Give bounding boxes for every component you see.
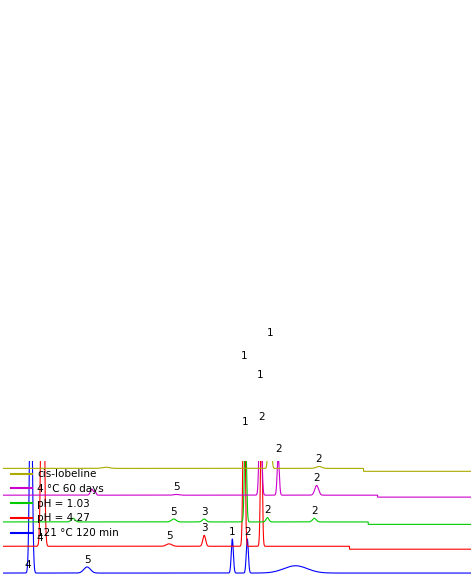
Text: 1: 1 xyxy=(257,370,264,380)
Text: 1: 1 xyxy=(242,416,249,426)
Text: 4: 4 xyxy=(36,533,43,543)
Text: 4: 4 xyxy=(24,560,31,570)
Text: 5: 5 xyxy=(173,482,180,492)
Text: 5: 5 xyxy=(171,507,177,517)
Text: 2: 2 xyxy=(275,444,282,454)
Text: 2: 2 xyxy=(244,526,251,536)
Text: 1: 1 xyxy=(229,526,236,536)
Text: 2: 2 xyxy=(264,505,271,515)
Text: 3: 3 xyxy=(201,507,208,517)
Legend: cis-lobeline, 4 °C 60 days, pH = 1.03, pH = 4.27, 121 °C 120 min: cis-lobeline, 4 °C 60 days, pH = 1.03, p… xyxy=(8,466,122,542)
Text: 2: 2 xyxy=(313,473,320,483)
Text: 5: 5 xyxy=(166,532,173,542)
Text: 2: 2 xyxy=(316,454,322,464)
Text: 1: 1 xyxy=(266,328,273,338)
Text: 3: 3 xyxy=(201,523,208,533)
Text: 1: 1 xyxy=(241,351,247,361)
Text: 2: 2 xyxy=(258,412,264,422)
Text: 2: 2 xyxy=(311,506,318,516)
Text: 5: 5 xyxy=(84,554,91,564)
